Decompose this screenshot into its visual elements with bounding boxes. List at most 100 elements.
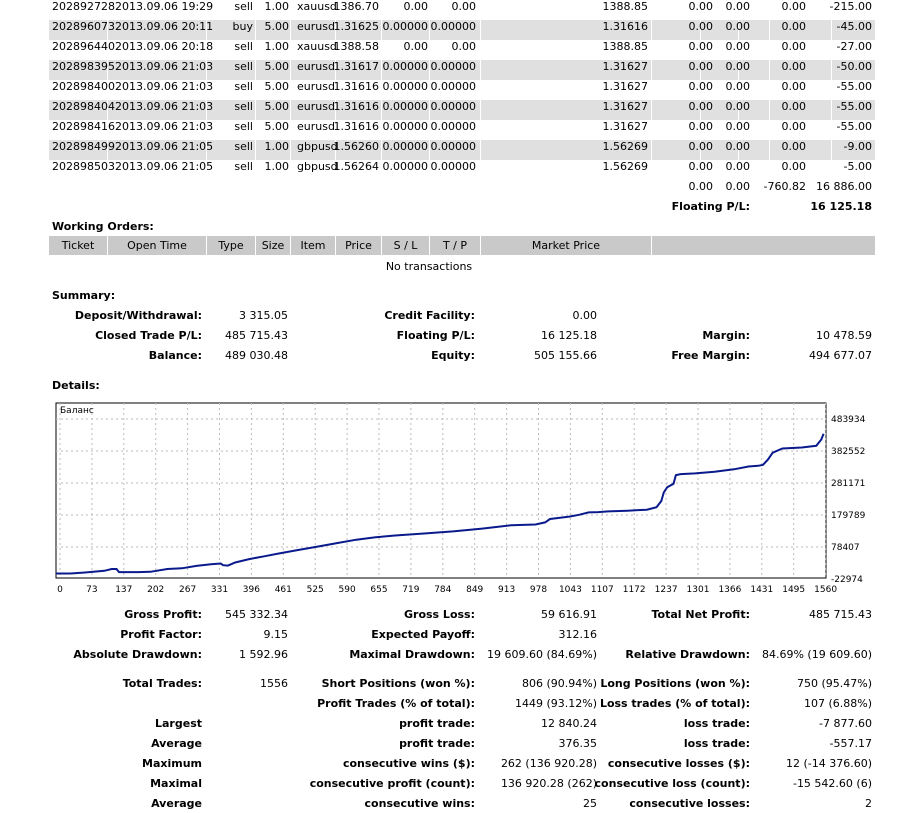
trade-profit: -27.00 xyxy=(836,40,872,53)
trade-commission: 0.00 xyxy=(688,80,714,93)
trade-tp: 0.00000 xyxy=(430,160,477,173)
trade-item: eurusd xyxy=(297,100,335,113)
trade-price: 1.31616 xyxy=(333,120,380,133)
total-net-label: Total Net Profit: xyxy=(651,608,751,621)
loss-trades-label: Loss trades (% of total): xyxy=(599,697,750,710)
trade-close: 1.56269 xyxy=(602,140,649,153)
trade-commission: 0.00 xyxy=(688,100,714,113)
trade-ticket: 202896440 xyxy=(52,40,115,53)
chart-x-tick: 461 xyxy=(275,585,292,595)
trade-size: 5.00 xyxy=(264,80,290,93)
trade-swap: 0.00 xyxy=(781,160,807,173)
chart-x-tick: 1043 xyxy=(559,585,582,595)
trade-sl: 0.00000 xyxy=(382,80,429,93)
trade-row: 202898416 2013.09.06 21:03 sell 5.00 eurusd 1… xyxy=(49,120,875,140)
chart-x-tick: 590 xyxy=(339,585,356,595)
trade-profit: -55.00 xyxy=(836,80,872,93)
trade-type: sell xyxy=(234,40,253,53)
totals-row: 0.00 0.00 -760.82 16 886.00 xyxy=(0,180,915,200)
chart-x-tick: 719 xyxy=(402,585,419,595)
trade-taxes: 0.00 xyxy=(725,140,751,153)
chart-x-tick: 849 xyxy=(466,585,483,595)
trade-size: 5.00 xyxy=(264,20,290,33)
floating-pl2-value: 16 125.18 xyxy=(541,329,597,342)
trade-tp: 0.00 xyxy=(451,0,477,13)
chart-x-tick: 396 xyxy=(243,585,260,595)
maximum-label: Maximum xyxy=(142,757,202,770)
chart-x-tick: 1301 xyxy=(687,585,710,595)
trade-tp: 0.00000 xyxy=(430,120,477,133)
chart-y-tick: 382552 xyxy=(831,447,865,457)
balance-chart: 0 73 137 202 267 331 396 461 525 590 655 719 784 849 9… xyxy=(55,402,866,595)
average2-profit-label: consecutive wins: xyxy=(364,797,475,810)
chart-x-tick: 978 xyxy=(530,585,547,595)
expected-payoff-value: 312.16 xyxy=(558,628,598,641)
trade-item: xauusd xyxy=(297,0,337,13)
largest-profit-label: profit trade: xyxy=(399,717,475,730)
trade-price: 1.31625 xyxy=(333,20,380,33)
trade-swap: 0.00 xyxy=(781,140,807,153)
gross-profit-value: 545 332.34 xyxy=(225,608,288,621)
trade-tp: 0.00 xyxy=(451,40,477,53)
working-orders-title: Working Orders: xyxy=(52,220,154,233)
chart-x-tick: 267 xyxy=(179,585,196,595)
long-pos-value: 750 (95.47%) xyxy=(796,677,872,690)
trade-commission: 0.00 xyxy=(688,0,714,13)
trade-row: 202896440 2013.09.06 20:18 sell 1.00 xauusd 1… xyxy=(49,40,875,60)
trade-taxes: 0.00 xyxy=(725,0,751,13)
trade-time: 2013.09.06 21:03 xyxy=(115,120,214,133)
chart-x-tick: 1495 xyxy=(782,585,805,595)
gross-loss-label: Gross Loss: xyxy=(404,608,475,621)
trade-profit: -5.00 xyxy=(843,160,872,173)
total-swap: -760.82 xyxy=(763,180,806,193)
trade-size: 5.00 xyxy=(264,100,290,113)
trade-close: 1.31627 xyxy=(602,80,649,93)
trade-commission: 0.00 xyxy=(688,140,714,153)
max-dd-value: 19 609.60 (84.69%) xyxy=(486,648,597,661)
short-pos-value: 806 (90.94%) xyxy=(521,677,597,690)
trade-profit: -215.00 xyxy=(829,0,872,13)
trade-sl: 0.00000 xyxy=(382,100,429,113)
abs-dd-value: 1 592.96 xyxy=(239,648,288,661)
trade-close: 1.31627 xyxy=(602,120,649,133)
trade-tp: 0.00000 xyxy=(430,60,477,73)
chart-x-tick: 137 xyxy=(115,585,132,595)
free-margin-value: 494 677.07 xyxy=(809,349,872,362)
chart-y-tick: 78407 xyxy=(831,543,860,553)
trade-item: eurusd xyxy=(297,120,335,133)
trade-commission: 0.00 xyxy=(688,160,714,173)
total-profit: 16 886.00 xyxy=(816,180,872,193)
trade-taxes: 0.00 xyxy=(725,80,751,93)
trade-close: 1388.85 xyxy=(602,40,649,53)
trade-ticket: 202898499 xyxy=(52,140,115,153)
chart-x-tick: 0 xyxy=(57,585,63,595)
maximal-loss-value: -15 542.60 (6) xyxy=(792,777,872,790)
trade-price: 1386.70 xyxy=(333,0,380,13)
details-title: Details: xyxy=(52,379,100,392)
long-pos-label: Long Positions (won %): xyxy=(600,677,750,690)
trade-row: 202898400 2013.09.06 21:03 sell 5.00 eurusd 1… xyxy=(49,80,875,100)
largest-loss-value: -7 877.60 xyxy=(819,717,872,730)
profit-trades-label: Profit Trades (% of total): xyxy=(317,697,475,710)
wo-col-size: Size xyxy=(261,239,285,252)
trade-ticket: 202898503 xyxy=(52,160,115,173)
trade-price: 1388.58 xyxy=(333,40,380,53)
maximum-loss-label: consecutive losses ($): xyxy=(607,757,750,770)
trade-swap: 0.00 xyxy=(781,120,807,133)
chart-x-tick: 202 xyxy=(147,585,164,595)
rel-dd-value: 84.69% (19 609.60) xyxy=(761,648,872,661)
trade-close: 1.31627 xyxy=(602,100,649,113)
wo-col-ticket: Ticket xyxy=(61,239,95,252)
wo-col-sl: S / L xyxy=(393,239,418,252)
trade-item: eurusd xyxy=(297,80,335,93)
maximal-loss-label: consecutive loss (count): xyxy=(594,777,750,790)
chart-plot-area xyxy=(55,402,827,579)
trade-price: 1.31617 xyxy=(333,60,380,73)
trade-row: 202898395 2013.09.06 21:03 sell 5.00 eurusd 1… xyxy=(49,60,875,80)
rel-dd-label: Relative Drawdown: xyxy=(625,648,750,661)
trade-type: sell xyxy=(234,0,253,13)
balance-value: 489 030.48 xyxy=(225,349,288,362)
margin-value: 10 478.59 xyxy=(816,329,872,342)
average-loss-value: -557.17 xyxy=(829,737,872,750)
trade-row: 202898499 2013.09.06 21:05 sell 1.00 gbpusd 1… xyxy=(49,140,875,160)
